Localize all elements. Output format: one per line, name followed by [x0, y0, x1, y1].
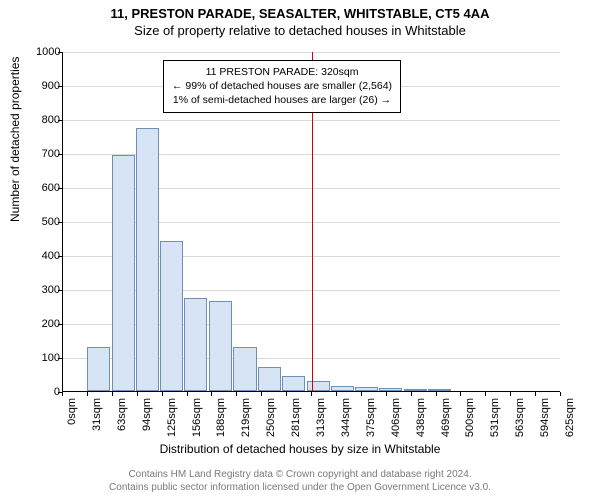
x-tick-mark — [560, 392, 561, 396]
histogram-bar — [160, 241, 183, 391]
y-tick-mark — [58, 120, 62, 121]
y-axis-label: Number of detached properties — [8, 57, 22, 222]
x-tick-label: 219sqm — [240, 398, 252, 444]
x-tick-mark — [286, 392, 287, 396]
y-tick-label: 800 — [36, 114, 60, 126]
x-tick-mark — [336, 392, 337, 396]
x-tick-label: 438sqm — [415, 398, 427, 444]
x-tick-label: 344sqm — [340, 398, 352, 444]
y-tick-mark — [58, 324, 62, 325]
x-tick-label: 313sqm — [315, 398, 327, 444]
x-tick-label: 375sqm — [365, 398, 377, 444]
x-tick-mark — [236, 392, 237, 396]
x-tick-label: 625sqm — [564, 398, 576, 444]
x-tick-label: 281sqm — [290, 398, 302, 444]
x-tick-mark — [112, 392, 113, 396]
x-tick-label: 250sqm — [265, 398, 277, 444]
x-tick-mark — [436, 392, 437, 396]
histogram-bar — [379, 388, 402, 391]
x-axis-label: Distribution of detached houses by size … — [0, 442, 600, 456]
chart-plot-area: 11 PRESTON PARADE: 320sqm ← 99% of detac… — [62, 52, 560, 392]
footer-line2: Contains public sector information licen… — [0, 482, 600, 495]
histogram-bar — [428, 389, 451, 391]
annotation-line1: 11 PRESTON PARADE: 320sqm — [172, 65, 392, 79]
histogram-bar — [307, 381, 330, 391]
y-tick-label: 400 — [36, 250, 60, 262]
histogram-bar — [112, 155, 135, 391]
y-tick-mark — [58, 154, 62, 155]
footer-attribution: Contains HM Land Registry data © Crown c… — [0, 469, 600, 494]
x-tick-mark — [137, 392, 138, 396]
y-tick-label: 700 — [36, 148, 60, 160]
x-tick-label: 188sqm — [215, 398, 227, 444]
x-tick-mark — [386, 392, 387, 396]
histogram-bar — [331, 386, 354, 391]
histogram-bar — [209, 301, 232, 391]
x-tick-label: 63sqm — [116, 398, 128, 444]
x-tick-label: 406sqm — [390, 398, 402, 444]
y-tick-label: 500 — [36, 216, 60, 228]
y-tick-mark — [58, 86, 62, 87]
histogram-bar — [355, 387, 378, 391]
y-tick-label: 100 — [36, 352, 60, 364]
x-tick-mark — [62, 392, 63, 396]
annotation-line3: 1% of semi-detached houses are larger (2… — [172, 93, 392, 107]
y-tick-mark — [58, 222, 62, 223]
x-tick-mark — [535, 392, 536, 396]
x-tick-mark — [460, 392, 461, 396]
y-tick-label: 200 — [36, 318, 60, 330]
x-tick-label: 0sqm — [66, 398, 78, 444]
footer-line1: Contains HM Land Registry data © Crown c… — [0, 469, 600, 482]
title-subtitle: Size of property relative to detached ho… — [0, 23, 600, 38]
x-tick-label: 156sqm — [191, 398, 203, 444]
x-tick-mark — [411, 392, 412, 396]
title-address: 11, PRESTON PARADE, SEASALTER, WHITSTABL… — [0, 6, 600, 21]
x-tick-mark — [485, 392, 486, 396]
x-tick-label: 469sqm — [440, 398, 452, 444]
y-tick-mark — [58, 256, 62, 257]
x-tick-mark — [311, 392, 312, 396]
x-tick-mark — [211, 392, 212, 396]
x-tick-label: 594sqm — [539, 398, 551, 444]
x-tick-mark — [361, 392, 362, 396]
histogram-bar — [136, 128, 159, 392]
x-tick-mark — [261, 392, 262, 396]
y-tick-label: 0 — [36, 386, 60, 398]
y-tick-mark — [58, 290, 62, 291]
y-tick-label: 300 — [36, 284, 60, 296]
x-tick-label: 563sqm — [514, 398, 526, 444]
y-tick-label: 600 — [36, 182, 60, 194]
x-tick-mark — [187, 392, 188, 396]
histogram-bar — [87, 347, 110, 391]
x-tick-label: 94sqm — [141, 398, 153, 444]
y-tick-mark — [58, 188, 62, 189]
annotation-box: 11 PRESTON PARADE: 320sqm ← 99% of detac… — [163, 60, 401, 113]
histogram-bar — [184, 298, 207, 391]
x-tick-label: 531sqm — [489, 398, 501, 444]
histogram-bar — [258, 367, 281, 391]
x-tick-mark — [510, 392, 511, 396]
histogram-bar — [404, 389, 427, 391]
chart-title-block: 11, PRESTON PARADE, SEASALTER, WHITSTABL… — [0, 0, 600, 38]
y-tick-mark — [58, 52, 62, 53]
x-tick-label: 500sqm — [464, 398, 476, 444]
y-tick-label: 900 — [36, 80, 60, 92]
histogram-bar — [233, 347, 256, 391]
x-tick-label: 125sqm — [166, 398, 178, 444]
histogram-bar — [282, 376, 305, 391]
y-tick-label: 1000 — [36, 46, 60, 58]
x-tick-mark — [162, 392, 163, 396]
x-tick-mark — [87, 392, 88, 396]
x-tick-label: 31sqm — [91, 398, 103, 444]
y-tick-mark — [58, 358, 62, 359]
annotation-line2: ← 99% of detached houses are smaller (2,… — [172, 79, 392, 93]
